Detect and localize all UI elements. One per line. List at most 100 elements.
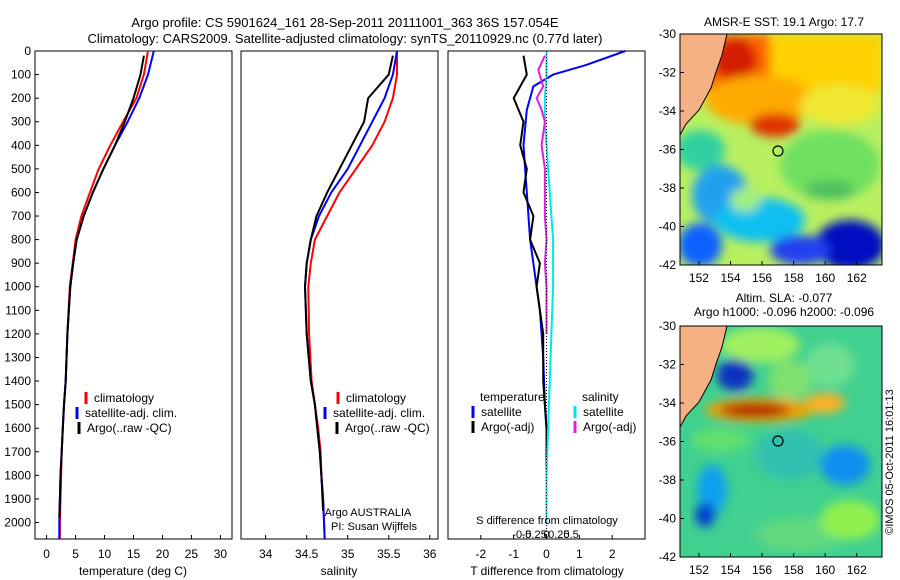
s-tick-label: -0.25 (522, 529, 547, 541)
lat-tick-label: -36 (659, 143, 677, 157)
lat-tick-label: -40 (659, 512, 677, 526)
series-line-s-satellite (543, 51, 555, 523)
x-tick-label: 15 (127, 547, 141, 561)
y-tick-label: 600 (11, 185, 31, 199)
x-tick-label: 0 (43, 547, 50, 561)
lon-tick-label: 156 (752, 271, 772, 285)
sst-lat-ticks: -30 -32 -34 -36 -38 -40 -42 (659, 27, 684, 272)
y-tick-label: 100 (11, 68, 31, 82)
x-tick-label: 2 (609, 547, 616, 561)
s-tick-label: -0.5 (512, 529, 531, 541)
figure-title-line1: Argo profile: CS 5901624_161 28-Sep-2011… (131, 15, 559, 30)
y-tick-label: 2000 (4, 515, 31, 529)
salinity-plot-frame (240, 50, 439, 540)
imos-credit: ©IMOS 05-Oct-2011 16:01:13 (884, 389, 896, 534)
lat-tick-label: -40 (659, 220, 677, 234)
series-line-climatology (58, 50, 149, 539)
y-tick-label: 0 (24, 44, 31, 58)
sla-map-title: Altim. SLA: -0.077 (736, 291, 833, 305)
legend-s-argo: Argo(-adj) (583, 420, 636, 434)
sla-lon-ticks: 152 154 156 158 160 162 (689, 553, 867, 577)
s-difference-axis-label: S difference from climatology (476, 515, 618, 527)
lon-tick-label: 162 (847, 563, 867, 577)
sst-map-title: AMSR-E SST: 19.1 Argo: 17.7 (704, 15, 864, 29)
salinity-legend: climatology satellite-adj. clim. Argo(..… (323, 391, 430, 435)
y-tick-label: 400 (11, 138, 31, 152)
y-tick-label: 500 (11, 162, 31, 176)
series-line-s-argo-adj- (535, 55, 548, 334)
argo-location-marker (772, 435, 784, 447)
legend-climatology: climatology (94, 391, 154, 405)
temperature-axis-ticks: 0 5 10 15 20 25 30 (43, 535, 227, 561)
lat-tick-label: -38 (659, 181, 677, 195)
lon-tick-label: 152 (689, 563, 709, 577)
y-tick-label: 1600 (4, 421, 31, 435)
s-tick-label: 0 (543, 529, 549, 541)
x-tick-label: 0 (543, 547, 550, 561)
lon-tick-label: 154 (720, 271, 740, 285)
argo-program-label: Argo AUSTRALIA (325, 507, 412, 519)
legend-s-satellite: satellite (583, 405, 624, 419)
temperature-plot-frame (34, 50, 233, 540)
lon-tick-label: 160 (815, 271, 835, 285)
argo-location-marker (772, 145, 784, 157)
y-tick-label: 1700 (4, 445, 31, 459)
legend-t-satellite: satellite (481, 405, 522, 419)
lon-tick-label: 158 (784, 563, 804, 577)
lon-tick-label: 160 (815, 563, 835, 577)
pi-label: PI: Susan Wijffels (331, 521, 417, 533)
x-tick-label: 30 (214, 547, 228, 561)
salinity-axis-ticks: 34 34.5 35 35.5 36 (259, 535, 437, 561)
y-tick-label: 300 (11, 115, 31, 129)
y-tick-label: 800 (11, 233, 31, 247)
series-line-t-satellite (522, 50, 626, 523)
temperature-series (58, 50, 155, 539)
temperature-legend: climatology satellite-adj. clim. Argo(..… (75, 391, 177, 435)
lat-tick-label: -34 (659, 104, 677, 118)
legend-temperature-title: temperature (480, 390, 545, 404)
depth-axis-ticks: 0 100 200 300 400 500 600 700 800 900 1000 1100 1200… (4, 44, 39, 529)
sla-lat-ticks: -30 -32 -34 -36 -38 -40 -42 (659, 319, 684, 564)
x-tick-label: 10 (98, 547, 112, 561)
figure-title-line2: Climatology: CARS2009. Satellite-adjuste… (88, 31, 603, 46)
x-tick-label: 20 (156, 547, 170, 561)
sst-heatmap (680, 34, 882, 265)
lon-tick-label: 152 (689, 271, 709, 285)
y-tick-label: 700 (11, 209, 31, 223)
lat-tick-label: -36 (659, 435, 677, 449)
x-tick-label: 25 (185, 547, 199, 561)
y-tick-label: 1800 (4, 468, 31, 482)
y-tick-label: 1500 (4, 398, 31, 412)
legend-argo: Argo(..raw -QC) (345, 421, 430, 435)
s-tick-label: 0.5 (563, 529, 578, 541)
lat-tick-label: -32 (659, 358, 677, 372)
y-tick-label: 1400 (4, 374, 31, 388)
salinity-series (304, 50, 398, 540)
sla-heatmap (680, 326, 882, 557)
difference-series (512, 50, 626, 523)
x-tick-label: 36 (423, 547, 437, 561)
t-difference-axis-label: T difference from climatology (470, 564, 624, 578)
y-tick-label: 1300 (4, 350, 31, 364)
legend-satellite-adj: satellite-adj. clim. (85, 406, 177, 420)
series-line-argo-raw-qc- (58, 55, 145, 518)
lon-tick-label: 156 (752, 563, 772, 577)
legend-t-argo: Argo(-adj) (481, 420, 534, 434)
lon-tick-label: 162 (847, 271, 867, 285)
x-tick-label: -1 (508, 547, 519, 561)
series-line-t-argo-adj- (512, 55, 548, 518)
lat-tick-label: -42 (659, 258, 677, 272)
x-tick-label: 5 (72, 547, 79, 561)
x-tick-label: 1 (576, 547, 583, 561)
lat-tick-label: -42 (659, 550, 677, 564)
y-tick-label: 1900 (4, 492, 31, 506)
y-tick-label: 1000 (4, 280, 31, 294)
lat-tick-label: -32 (659, 66, 677, 80)
legend-salinity-title: salinity (582, 390, 619, 404)
legend-climatology: climatology (346, 391, 406, 405)
x-tick-label: 34 (259, 547, 273, 561)
difference-legend: temperature satellite Argo(-adj) salinit… (471, 390, 636, 434)
x-tick-label: 35.5 (377, 547, 401, 561)
